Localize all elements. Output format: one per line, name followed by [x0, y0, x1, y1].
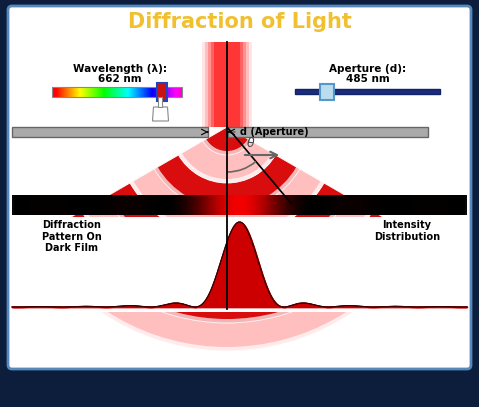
Bar [295, 89, 440, 94]
Polygon shape [152, 107, 169, 121]
Text: θ: θ [247, 137, 255, 150]
Bar [52, 87, 182, 97]
Wedge shape [33, 237, 421, 351]
Text: Diffraction of Light: Diffraction of Light [127, 12, 352, 32]
Wedge shape [154, 167, 300, 211]
Wedge shape [179, 127, 275, 183]
Text: 662 nm: 662 nm [98, 74, 142, 84]
Bar [214, 42, 240, 127]
Bar [228, 127, 428, 137]
Text: Intensity
Distribution: Intensity Distribution [374, 220, 440, 242]
Wedge shape [179, 153, 275, 183]
Wedge shape [81, 127, 373, 295]
Polygon shape [159, 97, 162, 107]
Wedge shape [130, 181, 324, 239]
Bar [12, 195, 467, 215]
Bar [12, 217, 467, 312]
Wedge shape [130, 127, 324, 239]
Wedge shape [203, 139, 251, 155]
Text: Wavelength (λ):: Wavelength (λ): [73, 64, 167, 74]
Wedge shape [57, 223, 397, 323]
Text: d (Aperture): d (Aperture) [240, 127, 308, 137]
Wedge shape [203, 127, 251, 155]
Wedge shape [106, 195, 348, 267]
Wedge shape [33, 127, 421, 351]
Wedge shape [81, 209, 373, 295]
Text: 485 nm: 485 nm [346, 74, 390, 84]
Wedge shape [57, 127, 397, 323]
Bar [158, 83, 168, 101]
Bar [208, 42, 246, 127]
Wedge shape [106, 127, 348, 267]
Bar [205, 42, 249, 127]
Text: Diffraction
Pattern On
Dark Film: Diffraction Pattern On Dark Film [42, 220, 102, 253]
Bar [320, 83, 334, 99]
Bar [202, 42, 252, 127]
FancyBboxPatch shape [8, 6, 471, 369]
Bar [211, 42, 243, 127]
Wedge shape [154, 127, 300, 211]
Bar [12, 127, 208, 137]
Text: Aperture (d):: Aperture (d): [330, 64, 407, 74]
